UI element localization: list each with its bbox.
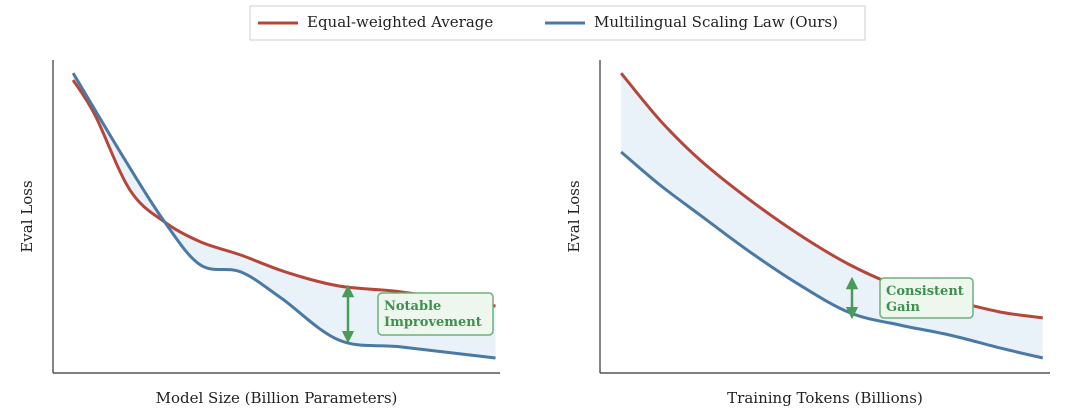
line bbox=[71, 79, 496, 308]
gap-fill bbox=[621, 73, 1043, 358]
annotation-box bbox=[377, 292, 494, 336]
annotation-box bbox=[879, 277, 974, 319]
y-axis-label: Eval Loss bbox=[18, 180, 36, 252]
line bbox=[619, 72, 1044, 320]
legend-label: Multilingual Scaling Law (Ours) bbox=[594, 13, 838, 31]
line bbox=[71, 72, 496, 360]
y-axis-label: Eval Loss bbox=[565, 180, 583, 252]
legend-label: Equal-weighted Average bbox=[307, 13, 493, 31]
annotation: Consistent Gain bbox=[886, 284, 964, 315]
annotation: Notable Improvement bbox=[384, 299, 482, 330]
x-axis-label: Model Size (Billion Parameters) bbox=[156, 389, 398, 407]
line bbox=[620, 150, 1044, 360]
x-axis-label: Training Tokens (Billions) bbox=[727, 389, 923, 407]
